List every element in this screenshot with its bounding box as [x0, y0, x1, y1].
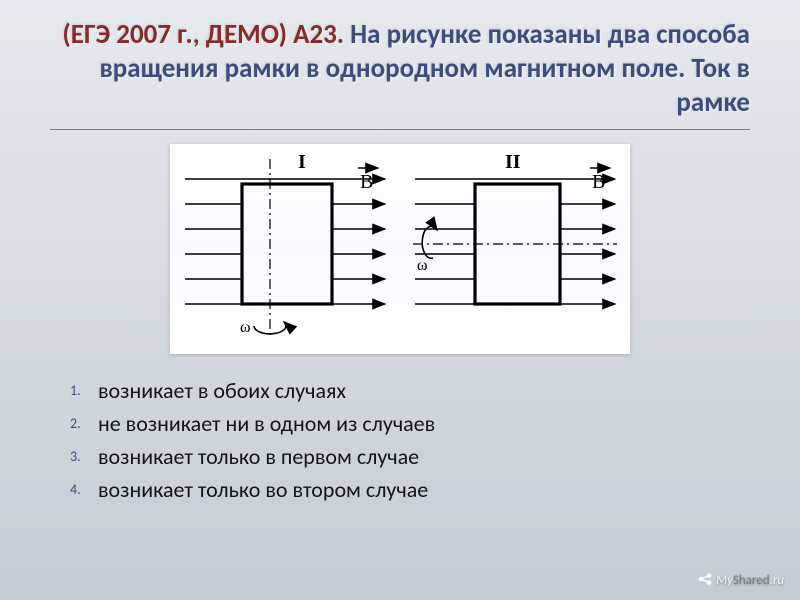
- question-title: (ЕГЭ 2007 г., ДЕМО) А23. На рисунке пока…: [0, 0, 800, 129]
- svg-text:B: B: [360, 171, 373, 193]
- share-icon: [697, 572, 713, 586]
- svg-text:B: B: [592, 171, 605, 193]
- svg-text:I: I: [298, 151, 306, 173]
- physics-diagram: ω I Bω II B: [170, 144, 630, 354]
- watermark-a: My: [716, 573, 733, 588]
- svg-text:ω: ω: [240, 319, 251, 336]
- answer-list: возникает в обоих случаяхне возникает ни…: [70, 374, 740, 506]
- watermark-b: Shared: [733, 573, 770, 588]
- title-accent: (ЕГЭ 2007 г., ДЕМО) А23.: [62, 18, 344, 51]
- answer-option: возникает только в первом случае: [98, 440, 740, 473]
- slide: (ЕГЭ 2007 г., ДЕМО) А23. На рисунке пока…: [0, 0, 800, 600]
- watermark-c: .ru: [770, 573, 784, 588]
- divider: [50, 129, 750, 130]
- answer-option: возникает в обоих случаях: [98, 374, 740, 407]
- answer-option: не возникает ни в одном из случаев: [98, 407, 740, 440]
- svg-text:ω: ω: [417, 257, 428, 274]
- watermark: MyShared.ru: [697, 572, 784, 588]
- svg-text:II: II: [505, 151, 521, 173]
- answer-option: возникает только во втором случае: [98, 473, 740, 506]
